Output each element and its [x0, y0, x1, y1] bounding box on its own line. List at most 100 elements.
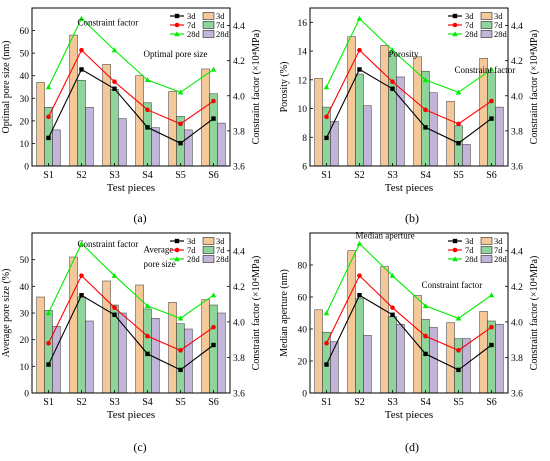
- legend-bar-label: 7d: [494, 20, 503, 30]
- bar-7d-S6: [209, 304, 218, 394]
- line-series-28d: [326, 242, 492, 319]
- left-tick-label: 12: [298, 76, 308, 86]
- point-7d-S1: [324, 340, 329, 346]
- legend-bar-label: 7d: [494, 245, 503, 255]
- point-3d-S6: [211, 342, 216, 348]
- bar-3d-S6: [201, 68, 210, 167]
- left-tick-label: 20: [298, 358, 308, 368]
- bar-7d-S2: [77, 79, 86, 167]
- bar-3d-S3: [380, 45, 389, 167]
- x-tick-label: S1: [321, 170, 332, 181]
- right-tick-label: 4.2: [511, 57, 523, 67]
- chart-panel-3: 0 10 20 30 40 50 3.6 3.8 4.0 4.2 4.4 S1 S2 S3 S4 S5 S6 Te…: [1, 232, 262, 454]
- point-28d-S4: [422, 303, 429, 309]
- right-tick-label: 3.6: [233, 390, 245, 400]
- legend-swatch-28d: [480, 255, 493, 263]
- legend-line-label: 7d: [187, 245, 196, 255]
- legend-marker-7d: [174, 247, 180, 253]
- bar-28d-S3: [396, 323, 405, 394]
- bar-28d-S4: [151, 127, 160, 167]
- legend-line-label: 28d: [465, 29, 479, 39]
- point-7d-S2: [357, 47, 362, 53]
- point-7d-S1: [324, 114, 329, 120]
- annotation: Constraint factor: [78, 239, 139, 249]
- x-axis-title: Test pieces: [385, 182, 433, 194]
- legend-marker-7d: [452, 247, 458, 253]
- bar-28d-S4: [429, 327, 438, 394]
- x-tick-label: S3: [109, 397, 120, 408]
- bar-7d-S5: [176, 323, 185, 394]
- point-28d-S3: [111, 47, 118, 53]
- x-tick-label: S2: [354, 397, 365, 408]
- line-series-28d: [48, 242, 214, 319]
- point-3d-S2: [357, 67, 362, 72]
- legend-line-label: 3d: [187, 11, 196, 21]
- x-tick-label: S5: [453, 170, 464, 181]
- bar-7d-S5: [454, 338, 463, 394]
- right-tick-label: 4.4: [233, 22, 245, 32]
- legend-bar-label: 3d: [494, 11, 503, 21]
- right-tick-label: 3.6: [511, 390, 523, 400]
- x-tick-label: S6: [486, 170, 497, 181]
- x-tick-label: S1: [43, 397, 54, 408]
- line-series-7d: [48, 274, 214, 351]
- point-3d-S3: [390, 312, 395, 317]
- point-3d-S5: [456, 140, 461, 146]
- point-7d-S6: [211, 324, 216, 330]
- y-axis-right-title: Constraint factor (×10⁴MPa): [529, 30, 540, 145]
- legend-marker-3d: [452, 13, 458, 19]
- bar-3d-S2: [69, 256, 78, 394]
- legend-swatch-3d: [202, 12, 215, 20]
- right-tick-label: 4.4: [233, 247, 245, 257]
- bar-7d-S3: [388, 315, 397, 394]
- point-3d-S1: [46, 362, 51, 367]
- point-3d-S2: [79, 293, 84, 298]
- legend-swatch-3d: [202, 237, 215, 245]
- x-tick-label: S6: [208, 397, 219, 408]
- legend-swatch-28d: [202, 30, 215, 38]
- x-axis-title: Test pieces: [107, 182, 155, 194]
- bar-28d-S5: [462, 144, 471, 167]
- y-axis-right-title: Constraint factor (×10⁴MPa): [251, 256, 262, 371]
- bar-28d-S1: [52, 326, 61, 394]
- point-7d-S2: [79, 273, 84, 278]
- point-3d-S6: [489, 116, 494, 121]
- left-tick-label: 6: [302, 163, 307, 173]
- bar-28d-S2: [85, 320, 94, 394]
- x-tick-label: S5: [453, 397, 464, 408]
- bar-3d-S1: [314, 78, 323, 167]
- point-7d-S5: [456, 348, 461, 353]
- point-3d-S5: [456, 367, 461, 373]
- left-tick-label: 20: [20, 117, 30, 127]
- right-tick-label: 4.2: [511, 283, 523, 293]
- line-series-7d: [326, 49, 492, 125]
- legend-bar-label: 3d: [216, 11, 225, 21]
- point-7d-S3: [112, 79, 117, 85]
- left-tick-label: 20: [20, 336, 30, 346]
- point-3d-S3: [112, 312, 117, 317]
- bar-3d-S1: [36, 82, 45, 167]
- legend-line-label: 28d: [465, 254, 479, 264]
- plot-frame: [31, 7, 231, 167]
- legend-marker-3d: [174, 13, 180, 19]
- bar-7d-S4: [421, 319, 430, 394]
- point-3d-S5: [178, 367, 183, 373]
- point-3d-S4: [423, 351, 428, 357]
- bar-3d-S5: [168, 91, 177, 167]
- point-7d-S6: [489, 98, 494, 104]
- legend-bar-label: 28d: [216, 29, 230, 39]
- point-28d-S1: [323, 310, 330, 316]
- plot-frame: [309, 7, 509, 167]
- point-28d-S1: [323, 84, 330, 90]
- y-axis-title: Median aperture (nm): [279, 269, 290, 357]
- point-28d-S4: [144, 77, 151, 83]
- left-tick-label: 16: [298, 19, 308, 29]
- point-7d-S3: [390, 79, 395, 85]
- legend-marker-28d: [174, 256, 180, 262]
- legend-line-label: 7d: [465, 245, 474, 255]
- right-tick-label: 3.8: [511, 354, 523, 364]
- point-3d-S2: [79, 67, 84, 72]
- x-tick-label: S3: [109, 170, 120, 181]
- point-7d-S4: [423, 107, 428, 113]
